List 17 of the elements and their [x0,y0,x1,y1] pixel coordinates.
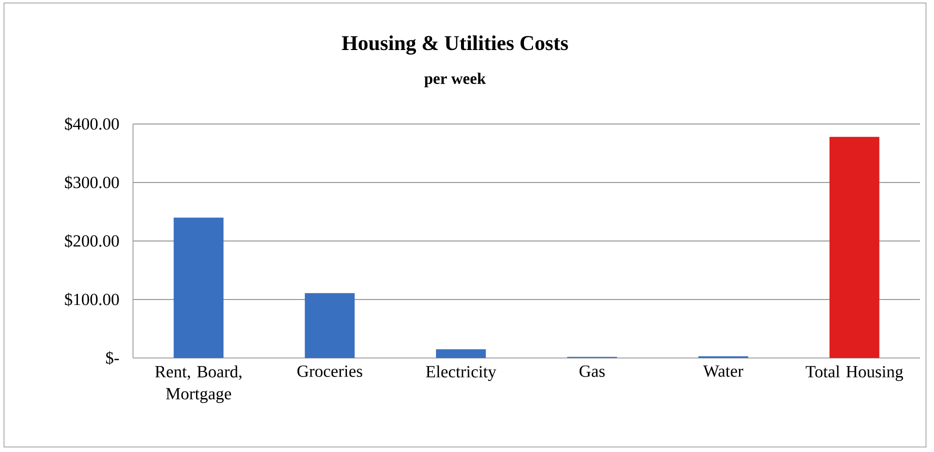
bar [174,218,224,358]
x-tick-label: Total Housing [806,366,904,381]
x-tick-label: Gas [580,366,605,377]
y-tick-label: $200.00 [64,234,119,248]
chart-title: Housing & Utilities Costs [342,35,568,55]
bar [830,136,880,358]
x-tick-label: Rent, Board, Mortgage [155,366,242,403]
x-tick-label: Water [703,366,744,377]
y-tick-label: $100.00 [64,292,119,306]
chart-subtitle: per week [424,72,486,88]
x-tick-label: Groceries [297,366,362,377]
x-tick-label: Electricity [426,366,496,381]
y-tick-label: $- [106,351,119,365]
bar [436,349,486,358]
bar [304,293,355,358]
y-tick-label: $300.00 [64,176,119,190]
y-tick-label: $400.00 [64,117,119,131]
